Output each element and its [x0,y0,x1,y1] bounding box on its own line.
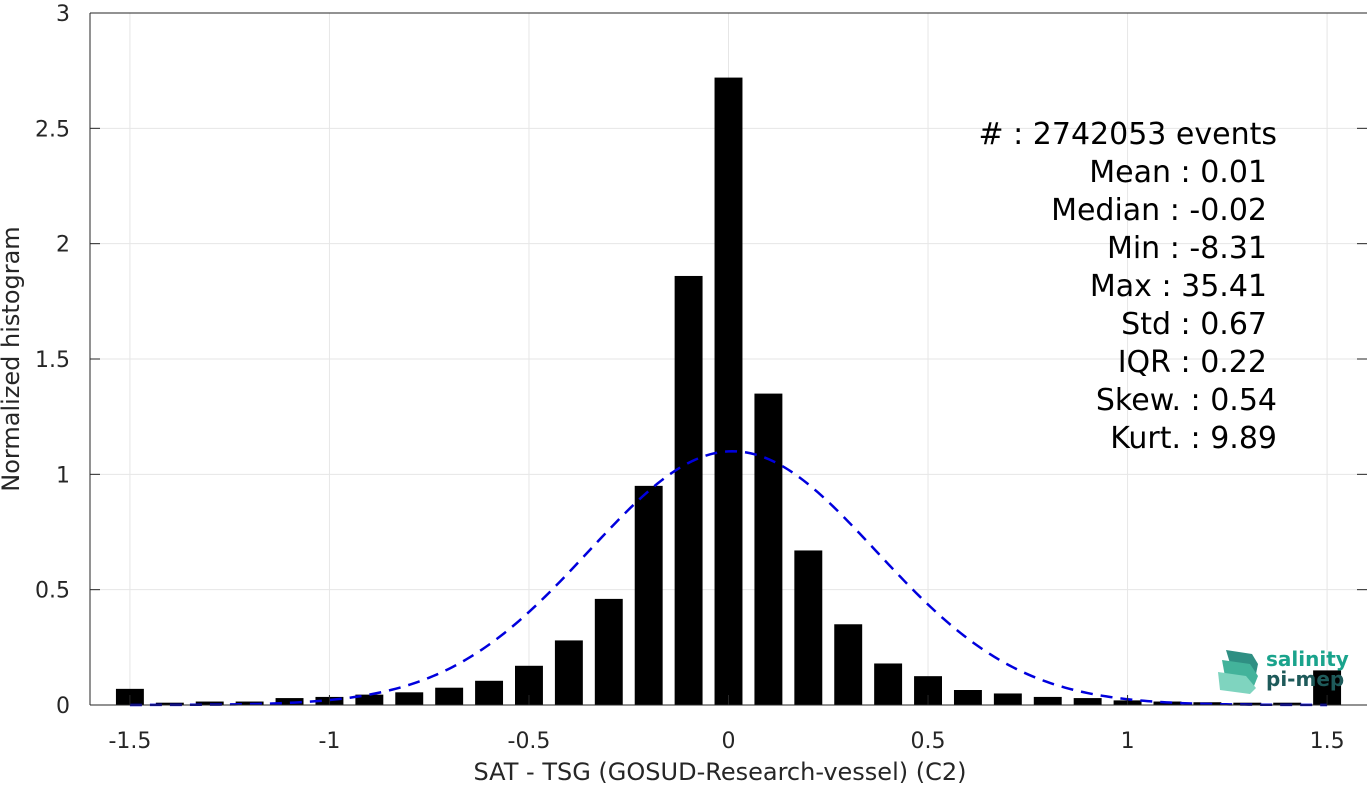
salinity-pimep-logo: salinity pi-mep [1218,647,1349,694]
histogram-bar [475,680,504,705]
x-axis-title: SAT - TSG (GOSUD-Research-vessel) (C2) [474,758,967,785]
stat-max: Max : 35.41 [1090,269,1267,304]
x-tick-label: 1 [1121,729,1135,754]
logo-wave-icon [1218,650,1258,694]
y-tick-label: 0 [56,694,70,719]
histogram-bar [794,550,823,705]
axes-box [89,12,1367,706]
logo-text-pimep: pi-mep [1266,667,1344,691]
histogram-bar [714,77,743,705]
logo-text-salinity: salinity [1266,647,1349,671]
x-tick-label: 1.5 [1310,729,1345,754]
stat-median: Median : -0.02 [1051,193,1267,228]
histogram-bar [874,663,903,705]
histogram-bars [115,77,1342,705]
x-tick-label: 0 [722,729,736,754]
stat-skew: Skew. : 0.54 [1096,383,1277,418]
y-tick-labels: 0 0.5 1 1.5 2 2.5 3 [35,2,70,719]
x-tick-label: -1.5 [108,729,151,754]
stat-std: Std : 0.67 [1121,307,1267,342]
histogram-bar [554,640,583,705]
y-tick-label: 3 [56,2,70,27]
histogram-bar [993,693,1022,705]
stat-kurt: Kurt. : 9.89 [1110,421,1277,456]
histogram-bar [1073,698,1102,705]
histogram-bar [235,701,264,705]
stats-annotation: # : 2742053 events Mean : 0.01 Median : … [978,117,1277,456]
x-tick-label: -0.5 [508,729,551,754]
histogram-bar [275,698,304,705]
stat-events: # : 2742053 events [978,117,1277,152]
x-tick-label: -1 [318,729,340,754]
histogram-bar [634,485,663,705]
y-tick-label: 0.5 [35,579,70,604]
histogram-bar [195,701,224,705]
x-tick-label: 0.5 [911,729,946,754]
histogram-bar [834,624,863,705]
y-axis-title: Normalized histogram [0,226,25,491]
histogram-bar [435,687,464,705]
y-tick-label: 2.5 [35,117,70,142]
y-tick-label: 1 [56,463,70,488]
histogram-bar [395,692,424,705]
stat-min: Min : -8.31 [1107,231,1267,266]
histogram-bar [953,690,982,705]
x-tick-labels: -1.5 -1 -0.5 0 0.5 1 1.5 [108,729,1344,754]
histogram-bar [754,393,783,705]
y-tick-label: 1.5 [35,348,70,373]
y-tick-label: 2 [56,233,70,258]
histogram-bar [1033,696,1062,705]
histogram-bar [594,598,623,705]
histogram-bar [355,694,384,705]
stat-iqr: IQR : 0.22 [1118,345,1267,380]
stat-mean: Mean : 0.01 [1089,155,1267,190]
histogram-bar [674,275,703,705]
histogram-bar [155,702,184,705]
